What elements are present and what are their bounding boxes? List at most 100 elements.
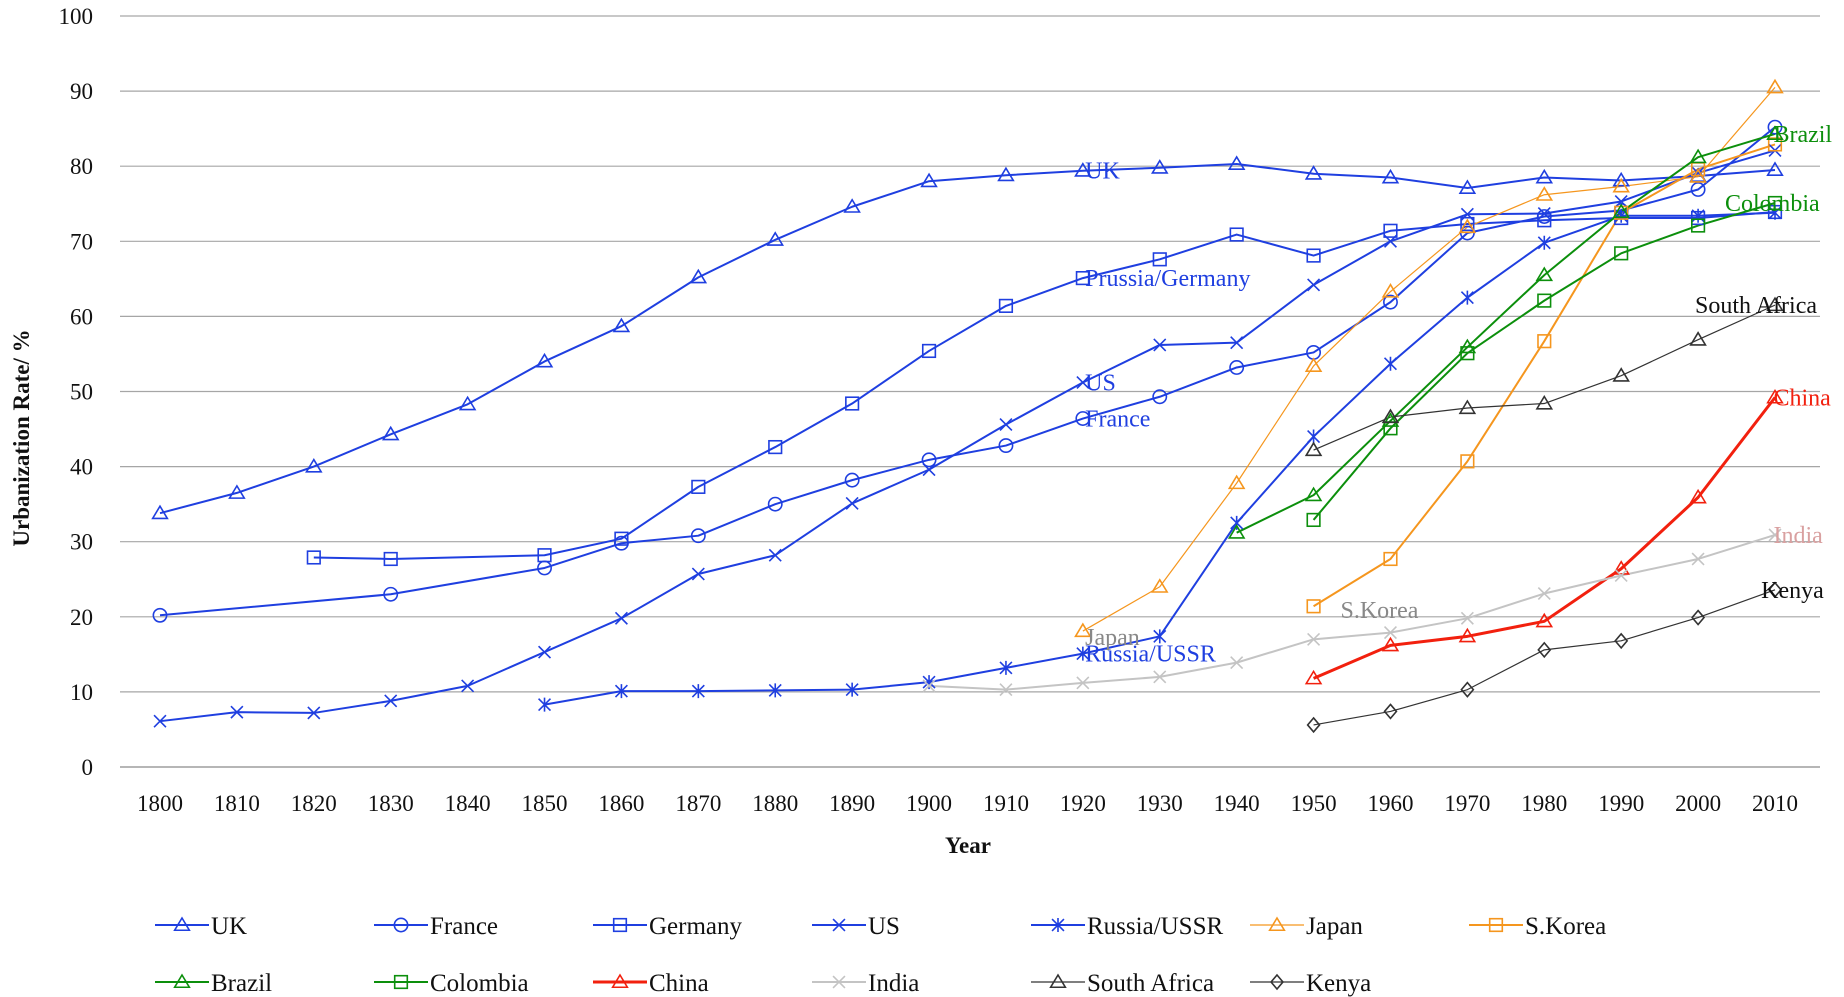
series-line-uk: [159, 162, 1776, 515]
data-point: [845, 682, 859, 697]
y-tick-label: 40: [70, 455, 93, 480]
series-markers: [151, 78, 1784, 734]
series-line-japan: [1082, 86, 1776, 632]
legend-label: UK: [211, 913, 247, 940]
data-point: [1766, 78, 1784, 94]
data-point: [1383, 626, 1397, 640]
data-point: [1458, 179, 1477, 195]
data-point: [1612, 171, 1630, 187]
axes: 0 10 20 30 40 50 60 70 80 90 100 1800 1810 1820 1830 18…: [59, 4, 1799, 816]
data-point: [843, 198, 861, 213]
data-point: [1458, 627, 1477, 643]
data-point: [1458, 399, 1477, 415]
y-tick-label: 20: [70, 605, 93, 630]
data-point: [1614, 568, 1628, 583]
data-point: [844, 472, 860, 488]
data-point: [1690, 182, 1706, 197]
data-point: [691, 684, 705, 699]
series-annotation: US: [1085, 370, 1116, 396]
y-tick-label: 30: [70, 530, 93, 555]
data-point: [1614, 194, 1628, 209]
data-point: [1612, 367, 1630, 382]
legend-label: S.Korea: [1525, 913, 1606, 940]
data-point: [1535, 168, 1554, 184]
data-point: [999, 683, 1013, 697]
y-tick-label: 90: [70, 79, 93, 104]
data-point: [1612, 560, 1630, 575]
legend-marker: [1488, 917, 1504, 933]
x-tick-label: 1820: [291, 791, 337, 816]
legend-item: UK: [155, 913, 247, 940]
data-point: [1614, 246, 1629, 261]
data-point: [1460, 346, 1475, 361]
series-line-france: [159, 126, 1776, 617]
data-point: [538, 697, 552, 712]
series-line-brazil: [1236, 132, 1776, 534]
legend-label: Germany: [649, 913, 743, 940]
data-point: [999, 660, 1013, 675]
legend-marker: [393, 974, 409, 990]
data-point: [1614, 632, 1629, 650]
data-point: [1535, 266, 1554, 282]
legend-label: Colombia: [430, 970, 529, 997]
data-point: [1230, 336, 1244, 350]
data-point: [768, 548, 782, 562]
data-point: [384, 694, 398, 708]
legend-item: Brazil: [155, 970, 272, 997]
legend-label: Kenya: [1306, 970, 1371, 997]
data-point: [1766, 125, 1784, 140]
series-annotation: UK: [1085, 159, 1120, 185]
data-point: [1537, 206, 1551, 221]
legend-item: US: [812, 913, 900, 940]
legend-item: France: [374, 913, 498, 940]
y-tick-label: 50: [70, 380, 93, 405]
data-point: [1074, 622, 1092, 638]
data-point: [1150, 159, 1169, 174]
data-point: [766, 231, 785, 246]
data-point: [690, 528, 706, 544]
data-point: [1304, 486, 1323, 502]
data-point: [922, 463, 936, 477]
data-point: [1383, 294, 1398, 310]
data-point: [1767, 137, 1783, 152]
data-point: [1691, 609, 1706, 626]
legend-label: China: [649, 970, 709, 997]
data-point: [1227, 524, 1246, 539]
data-point: [1460, 611, 1474, 625]
data-point: [1306, 248, 1321, 263]
series-annotation: South Africa: [1695, 293, 1817, 319]
data-point: [1381, 283, 1400, 298]
x-tick-label: 1860: [598, 791, 644, 816]
data-point: [1383, 703, 1398, 720]
series-annotation: Prussia/Germany: [1085, 266, 1250, 292]
data-point: [535, 352, 554, 368]
data-point: [1612, 177, 1630, 193]
data-point: [1230, 515, 1244, 530]
data-point: [767, 496, 783, 512]
data-point: [1767, 195, 1783, 211]
series-line-kenya: [1313, 589, 1776, 726]
data-point: [1381, 412, 1400, 427]
data-point: [1227, 474, 1246, 490]
legend-label: Russia/USSR: [1087, 913, 1223, 940]
series-annotation: Japan: [1085, 625, 1140, 651]
series-annotation: India: [1773, 523, 1823, 549]
data-point: [768, 683, 782, 698]
data-point: [1460, 216, 1475, 232]
x-tick-label: 1830: [368, 791, 414, 816]
data-point: [1460, 207, 1474, 221]
data-point: [1304, 357, 1323, 373]
data-point: [1076, 375, 1090, 390]
data-point: [306, 550, 321, 565]
data-point: [612, 317, 631, 333]
data-point: [1537, 641, 1552, 659]
x-tick-label: 1810: [214, 791, 260, 816]
x-tick-label: 1840: [445, 791, 491, 816]
series-annotation: China: [1773, 386, 1831, 412]
data-point: [1153, 629, 1167, 644]
data-point: [538, 645, 552, 659]
data-point: [1152, 252, 1167, 267]
data-point: [922, 679, 936, 693]
legend-label: France: [430, 913, 498, 940]
